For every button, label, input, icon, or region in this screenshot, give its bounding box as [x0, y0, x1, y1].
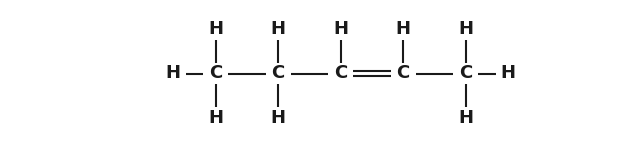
Text: C: C — [271, 65, 285, 82]
Text: H: H — [208, 109, 223, 127]
Text: H: H — [396, 20, 411, 38]
Text: H: H — [208, 20, 223, 38]
Text: H: H — [458, 109, 473, 127]
Text: C: C — [396, 65, 410, 82]
Text: H: H — [166, 65, 181, 82]
Text: H: H — [271, 20, 286, 38]
Text: C: C — [209, 65, 222, 82]
Text: H: H — [271, 109, 286, 127]
Text: H: H — [501, 65, 516, 82]
Text: C: C — [334, 65, 348, 82]
Text: H: H — [333, 20, 348, 38]
Text: C: C — [459, 65, 472, 82]
Text: H: H — [458, 20, 473, 38]
